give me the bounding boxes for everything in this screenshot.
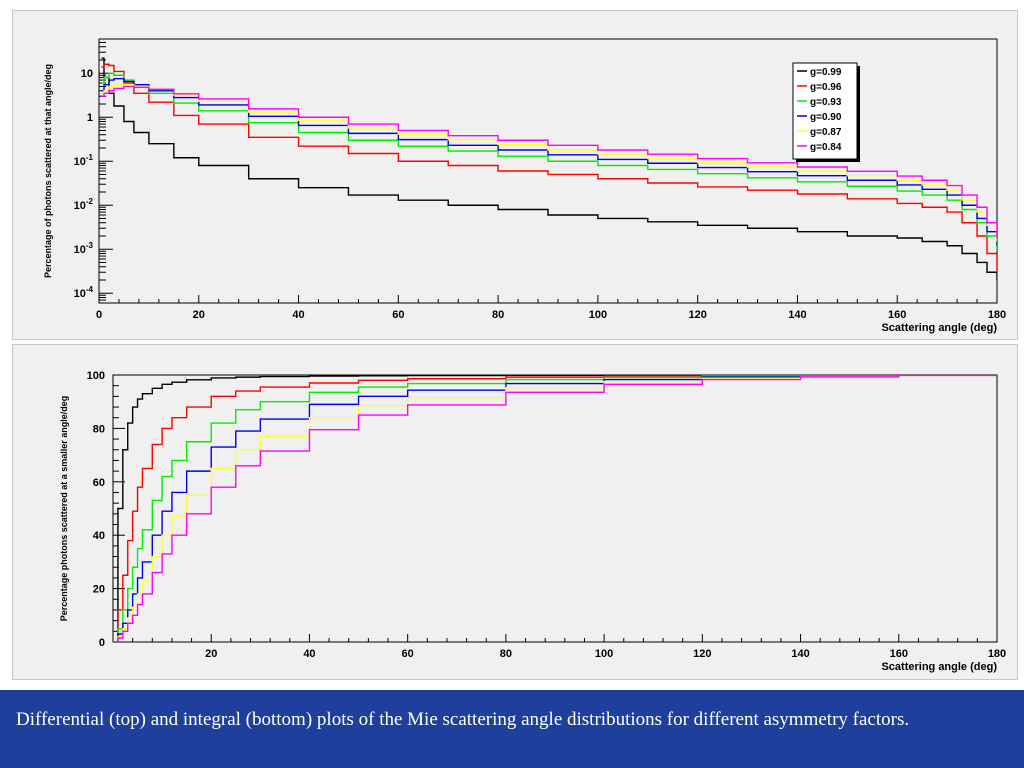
y-tick-label: 10-1 xyxy=(74,153,94,168)
y-axis-label: Percentage photons scattered at a smalle… xyxy=(59,396,69,622)
y-tick-label: 60 xyxy=(93,477,105,489)
y-tick-label: 100 xyxy=(87,370,105,382)
x-tick-label: 80 xyxy=(492,309,504,321)
x-tick-label: 0 xyxy=(96,309,102,321)
y-tick-label: 10-3 xyxy=(74,241,94,256)
series-line-g096 xyxy=(113,375,997,642)
x-tick-label: 60 xyxy=(392,309,404,321)
series-line-g090 xyxy=(101,78,997,246)
y-tick-label: 0 xyxy=(99,637,105,649)
legend-entry: g=0.87 xyxy=(810,127,842,138)
x-tick-label: 40 xyxy=(303,648,315,660)
y-tick-label: 10 xyxy=(81,68,93,80)
legend-box xyxy=(792,62,858,160)
x-tick-label: 20 xyxy=(193,309,205,321)
y-tick-label: 20 xyxy=(93,584,105,596)
x-axis-label: Scattering angle (deg) xyxy=(881,661,997,673)
legend-entry: g=0.99 xyxy=(810,67,842,78)
x-tick-label: 60 xyxy=(402,648,414,660)
y-tick-label: 10-4 xyxy=(74,285,94,300)
y-tick-label: 40 xyxy=(93,530,105,542)
x-tick-label: 160 xyxy=(890,648,908,660)
series-line-g093 xyxy=(113,375,997,642)
legend-entry: g=0.96 xyxy=(810,82,842,93)
y-axis-label: Percentage of photons scattered at that … xyxy=(43,64,53,278)
legend-entry: g=0.90 xyxy=(810,112,842,123)
series-line-g087 xyxy=(113,375,997,642)
x-tick-label: 80 xyxy=(500,648,512,660)
integral-chart: 20 40 60 80 100 120 140 160 180 0 20 40 60 80 100 Scatt… xyxy=(59,370,1006,673)
x-tick-label: 120 xyxy=(688,309,706,321)
x-axis-label: Scattering angle (deg) xyxy=(881,322,997,334)
x-tick-label: 20 xyxy=(205,648,217,660)
differential-chart: 0 20 40 60 80 100 120 140 160 180 10 1 10-1 10-2 10-3 1… xyxy=(43,38,1006,334)
x-tick-label: 100 xyxy=(589,309,607,321)
series-line-g090 xyxy=(113,375,997,642)
series-line-g099 xyxy=(101,57,997,280)
x-tick-label: 180 xyxy=(988,648,1006,660)
series-line-g084 xyxy=(101,85,997,239)
legend-entry: g=0.84 xyxy=(810,142,842,153)
top-chart-panel: 0 20 40 60 80 100 120 140 160 180 10 1 10-1 10-2 10-3 1… xyxy=(12,10,1018,340)
x-tick-label: 140 xyxy=(788,309,806,321)
x-tick-label: 180 xyxy=(988,309,1006,321)
bottom-chart-panel: 20 40 60 80 100 120 140 160 180 0 20 40 60 80 100 Scatt… xyxy=(12,344,1018,680)
x-tick-label: 160 xyxy=(888,309,906,321)
x-tick-label: 120 xyxy=(693,648,711,660)
series-line-g084 xyxy=(113,375,997,642)
x-tick-label: 100 xyxy=(595,648,613,660)
x-tick-label: 140 xyxy=(791,648,809,660)
series-line-g099 xyxy=(113,375,997,642)
y-tick-label: 80 xyxy=(93,423,105,435)
slide-caption: Differential (top) and integral (bottom)… xyxy=(0,690,1024,768)
plot-frame xyxy=(112,374,998,643)
y-tick-label: 10-2 xyxy=(74,197,94,212)
x-tick-label: 40 xyxy=(292,309,304,321)
legend-entry: g=0.93 xyxy=(810,97,842,108)
series-line-g087 xyxy=(101,83,997,242)
y-tick-label: 1 xyxy=(87,112,93,124)
